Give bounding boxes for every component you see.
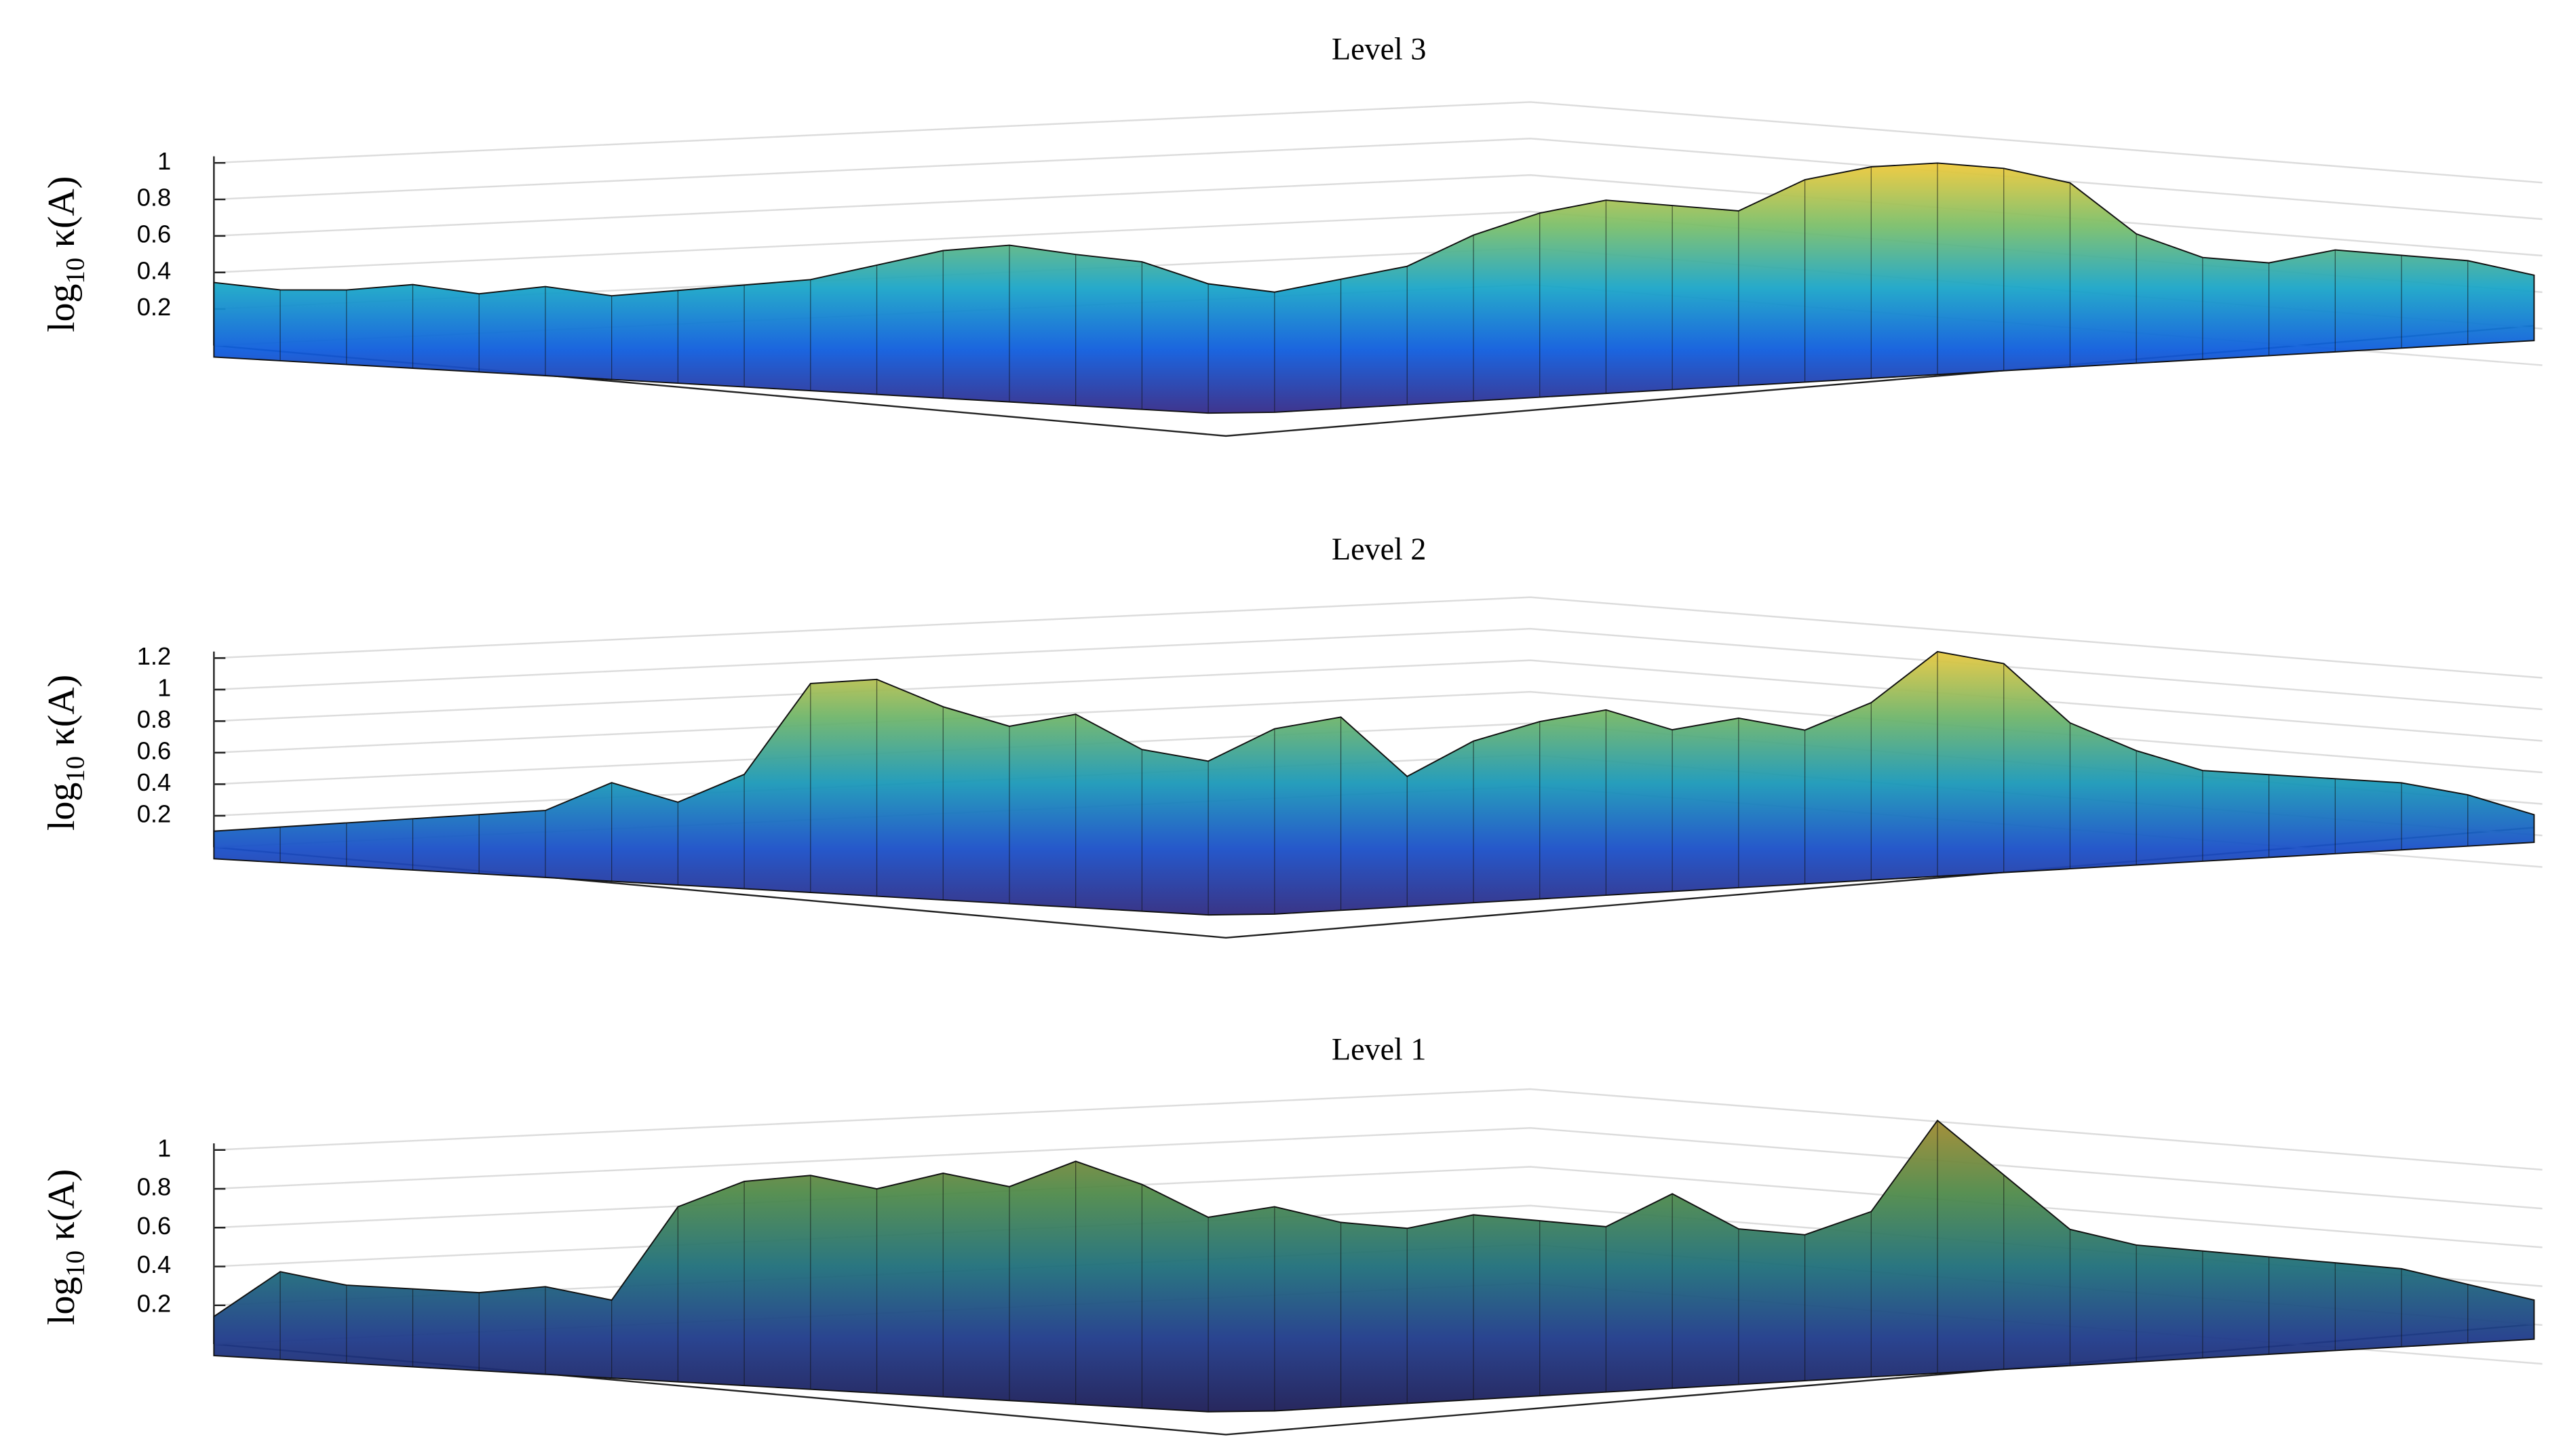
surface-area [213, 162, 2535, 414]
chart-title: Level 1 [1332, 1031, 1426, 1066]
z-tick-label: 0.2 [137, 1289, 172, 1317]
chart-title: Level 2 [1332, 532, 1426, 566]
z-tick-label: 1.2 [137, 642, 172, 670]
grid-line [214, 659, 2543, 742]
surface-area [213, 1119, 2535, 1413]
z-tick-label: 0.4 [137, 1251, 172, 1278]
z-tick-label: 0.8 [137, 705, 172, 733]
z-tick-label: 0.2 [137, 800, 172, 827]
label-subscript: 10 [61, 1251, 90, 1277]
z-tick-label: 0.4 [137, 256, 172, 284]
grid-line [214, 174, 2543, 257]
grid-line [214, 1088, 2543, 1171]
label-part: log [41, 284, 83, 332]
label-part: κ(A) [41, 675, 83, 747]
z-tick-label: 0.2 [137, 293, 172, 321]
label-part: κ(A) [41, 176, 83, 248]
grid-line [214, 1166, 2543, 1248]
grid-line [214, 596, 2543, 679]
z-axis-label: log10 κ(A) [41, 1169, 90, 1325]
grid-line [214, 1127, 2543, 1210]
z-tick-label: 0.6 [137, 220, 172, 248]
label-part: κ(A) [41, 1169, 83, 1241]
z-tick-label: 0.8 [137, 1173, 172, 1201]
grid-line [214, 138, 2543, 220]
z-tick-label: 1 [157, 147, 171, 175]
grid-line [214, 690, 2543, 774]
z-tick-label: 0.6 [137, 736, 172, 764]
label-subscript: 10 [61, 756, 90, 783]
label-part: log [41, 1277, 83, 1325]
z-tick-label: 1 [157, 674, 171, 702]
z-axis-label: log10 κ(A) [41, 675, 90, 831]
label-subscript: 10 [61, 258, 90, 284]
z-tick-label: 0.4 [137, 768, 172, 796]
chart-title: Level 3 [1332, 31, 1426, 66]
z-tick-label: 1 [157, 1134, 171, 1162]
z-tick-label: 0.6 [137, 1212, 172, 1240]
z-axis-label: log10 κ(A) [41, 176, 90, 332]
z-tick-label: 0.8 [137, 184, 172, 212]
surface-area [213, 650, 2535, 916]
grid-line [214, 101, 2543, 184]
label-part: log [41, 783, 83, 831]
grid-line [214, 627, 2543, 711]
